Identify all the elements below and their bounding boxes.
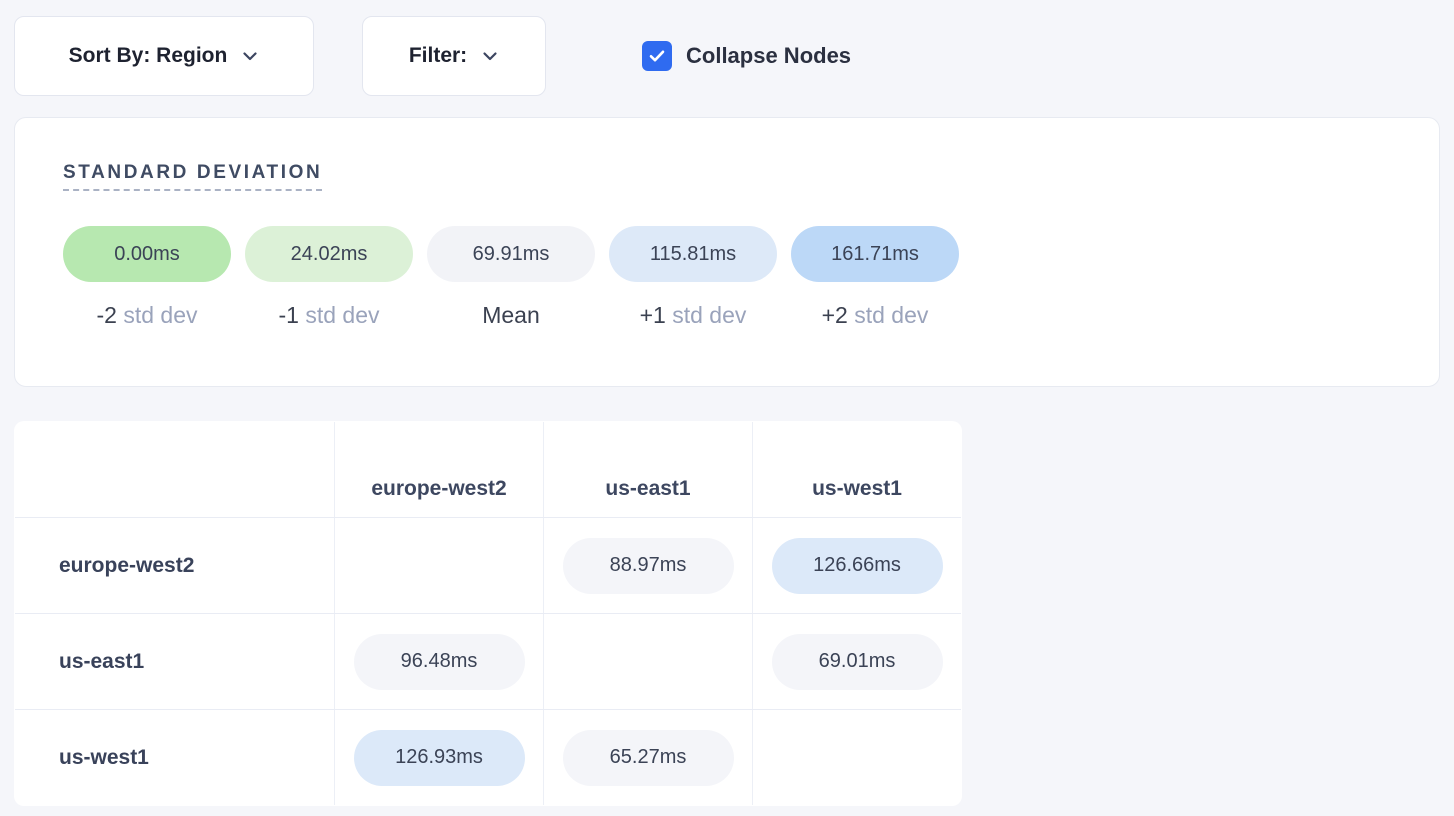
std-dev-caption-sign: -2 <box>96 302 117 328</box>
filter-label: Filter: <box>408 43 468 67</box>
latency-cell <box>543 613 753 710</box>
table-head: europe-west2 us-east1 us-west1 <box>15 422 961 518</box>
std-dev-caption-unit: std dev <box>665 302 747 328</box>
row-header[interactable]: us-west1 <box>15 709 335 805</box>
std-dev-step: 161.71ms +2 std dev <box>791 226 959 329</box>
std-dev-step: 115.81ms +1 std dev <box>609 226 777 329</box>
table-row: us-west1 126.93ms 65.27ms <box>15 709 961 805</box>
std-dev-caption-unit: std dev <box>116 302 198 328</box>
collapse-nodes-checkbox[interactable]: Collapse Nodes <box>642 40 852 71</box>
latency-value-pill[interactable]: 126.66ms <box>771 537 943 594</box>
latency-cell: 65.27ms <box>543 709 753 805</box>
std-dev-caption: +2 std dev <box>822 302 929 329</box>
check-icon[interactable] <box>642 40 672 71</box>
table-row: europe-west2 88.97ms 126.66ms <box>15 517 961 614</box>
table-row: us-east1 96.48ms 69.01ms <box>15 613 961 710</box>
std-dev-caption: -2 std dev <box>97 302 198 329</box>
std-dev-value-pill: 69.91ms <box>427 226 595 282</box>
std-dev-value-pill: 24.02ms <box>245 226 413 282</box>
std-dev-caption-unit: std dev <box>847 302 929 328</box>
latency-matrix-table: europe-west2 us-east1 us-west1 europe-west… <box>14 421 962 806</box>
card-title: STANDARD DEVIATION <box>63 162 323 191</box>
std-dev-value-pill: 161.71ms <box>791 226 959 282</box>
std-dev-value-pill: 115.81ms <box>609 226 777 282</box>
std-dev-caption-sign: +1 <box>639 302 666 328</box>
chevron-down-icon <box>481 47 499 65</box>
latency-cell: 69.01ms <box>752 613 961 710</box>
std-dev-caption-unit: std dev <box>298 302 380 328</box>
latency-cell: 126.66ms <box>752 517 961 614</box>
column-header[interactable]: us-east1 <box>543 422 753 518</box>
std-dev-caption: +1 std dev <box>640 302 747 329</box>
table-corner-cell <box>15 422 335 518</box>
std-dev-value-pill: 0.00ms <box>63 226 231 282</box>
row-header[interactable]: europe-west2 <box>15 517 335 614</box>
std-dev-caption-sign: -1 <box>278 302 299 328</box>
std-dev-step: 69.91ms Mean <box>427 226 595 329</box>
sort-by-dropdown[interactable]: Sort By: Region <box>14 15 314 96</box>
latency-cell: 126.93ms <box>334 709 544 805</box>
std-dev-step: 0.00ms -2 std dev <box>63 226 231 329</box>
std-dev-caption: Mean <box>482 302 540 329</box>
chevron-down-icon <box>241 47 259 65</box>
filter-dropdown[interactable]: Filter: <box>362 15 546 96</box>
latency-value-pill[interactable]: 88.97ms <box>562 537 734 594</box>
latency-value-pill[interactable]: 69.01ms <box>771 633 943 690</box>
std-dev-step: 24.02ms -1 std dev <box>245 226 413 329</box>
sort-by-label: Sort By: Region <box>68 43 228 67</box>
column-header[interactable]: us-west1 <box>752 422 961 518</box>
table-body: europe-west2 88.97ms 126.66ms us-east1 96.48… <box>15 517 961 805</box>
std-dev-caption-sign: Mean <box>482 302 540 328</box>
toolbar: Sort By: Region Filter: Collapse Nodes <box>0 0 1454 96</box>
latency-value-pill[interactable]: 126.93ms <box>353 729 525 786</box>
latency-cell <box>752 709 961 805</box>
row-header[interactable]: us-east1 <box>15 613 335 710</box>
latency-value-pill[interactable]: 96.48ms <box>353 633 525 690</box>
std-dev-scale: 0.00ms -2 std dev 24.02ms -1 std dev 69.91ms… <box>63 226 959 329</box>
standard-deviation-card: STANDARD DEVIATION 0.00ms -2 std dev 24.02… <box>14 117 1440 387</box>
latency-value-pill[interactable]: 65.27ms <box>562 729 734 786</box>
latency-cell: 96.48ms <box>334 613 544 710</box>
table-header-row: europe-west2 us-east1 us-west1 <box>15 422 961 518</box>
column-header[interactable]: europe-west2 <box>334 422 544 518</box>
latency-cell <box>334 517 544 614</box>
std-dev-caption-sign: +2 <box>821 302 848 328</box>
std-dev-caption: -1 std dev <box>279 302 380 329</box>
collapse-nodes-label: Collapse Nodes <box>686 42 852 68</box>
latency-cell: 88.97ms <box>543 517 753 614</box>
